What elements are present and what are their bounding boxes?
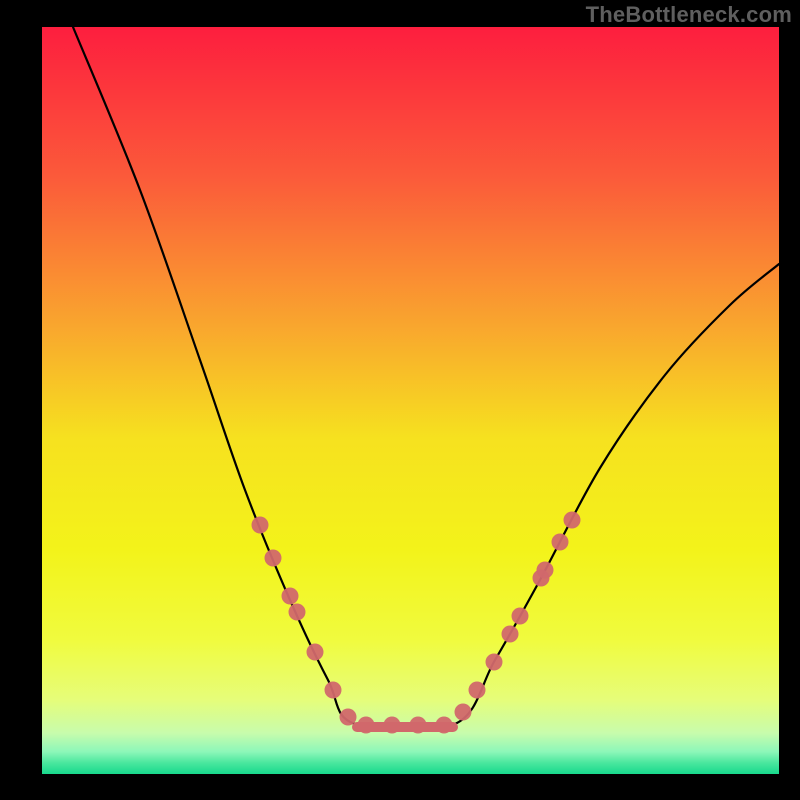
curve-marker: [358, 717, 375, 734]
curve-marker: [564, 512, 581, 529]
curve-marker: [307, 644, 324, 661]
curve-marker: [455, 704, 472, 721]
curve-marker: [512, 608, 529, 625]
chart-stage: TheBottleneck.com: [0, 0, 800, 800]
curve-marker: [384, 717, 401, 734]
curve-marker: [436, 717, 453, 734]
curve-marker: [282, 588, 299, 605]
plot-background: [42, 27, 779, 774]
curve-marker: [502, 626, 519, 643]
watermark-text: TheBottleneck.com: [586, 2, 792, 28]
curve-marker: [537, 562, 554, 579]
curve-marker: [486, 654, 503, 671]
chart-svg: [0, 0, 800, 800]
curve-marker: [289, 604, 306, 621]
curve-marker: [552, 534, 569, 551]
curve-marker: [325, 682, 342, 699]
curve-marker: [410, 717, 427, 734]
curve-marker: [265, 550, 282, 567]
curve-marker: [252, 517, 269, 534]
curve-marker: [469, 682, 486, 699]
curve-marker: [340, 709, 357, 726]
